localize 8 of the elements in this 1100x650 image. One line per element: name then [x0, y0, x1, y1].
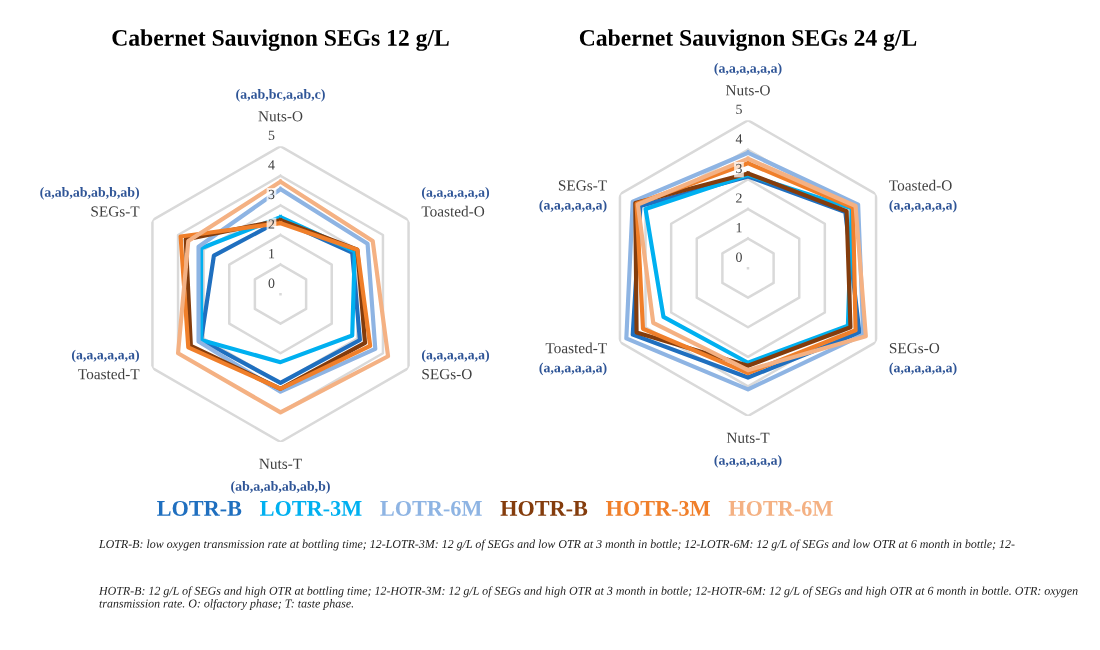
text: HOTR-B — [500, 500, 588, 516]
text: LOTR-3M — [260, 500, 362, 516]
text: LOTR-B — [157, 500, 242, 516]
chart-title: Cabernet Sauvignon SEGs 12 g/L — [112, 29, 449, 51]
chart-title: Cabernet Sauvignon SEGs 24 g/L — [579, 29, 917, 51]
text: HOTR-3M — [606, 500, 710, 516]
text: HOTR-6M — [728, 500, 833, 516]
text: LOTR-6M — [380, 500, 482, 516]
